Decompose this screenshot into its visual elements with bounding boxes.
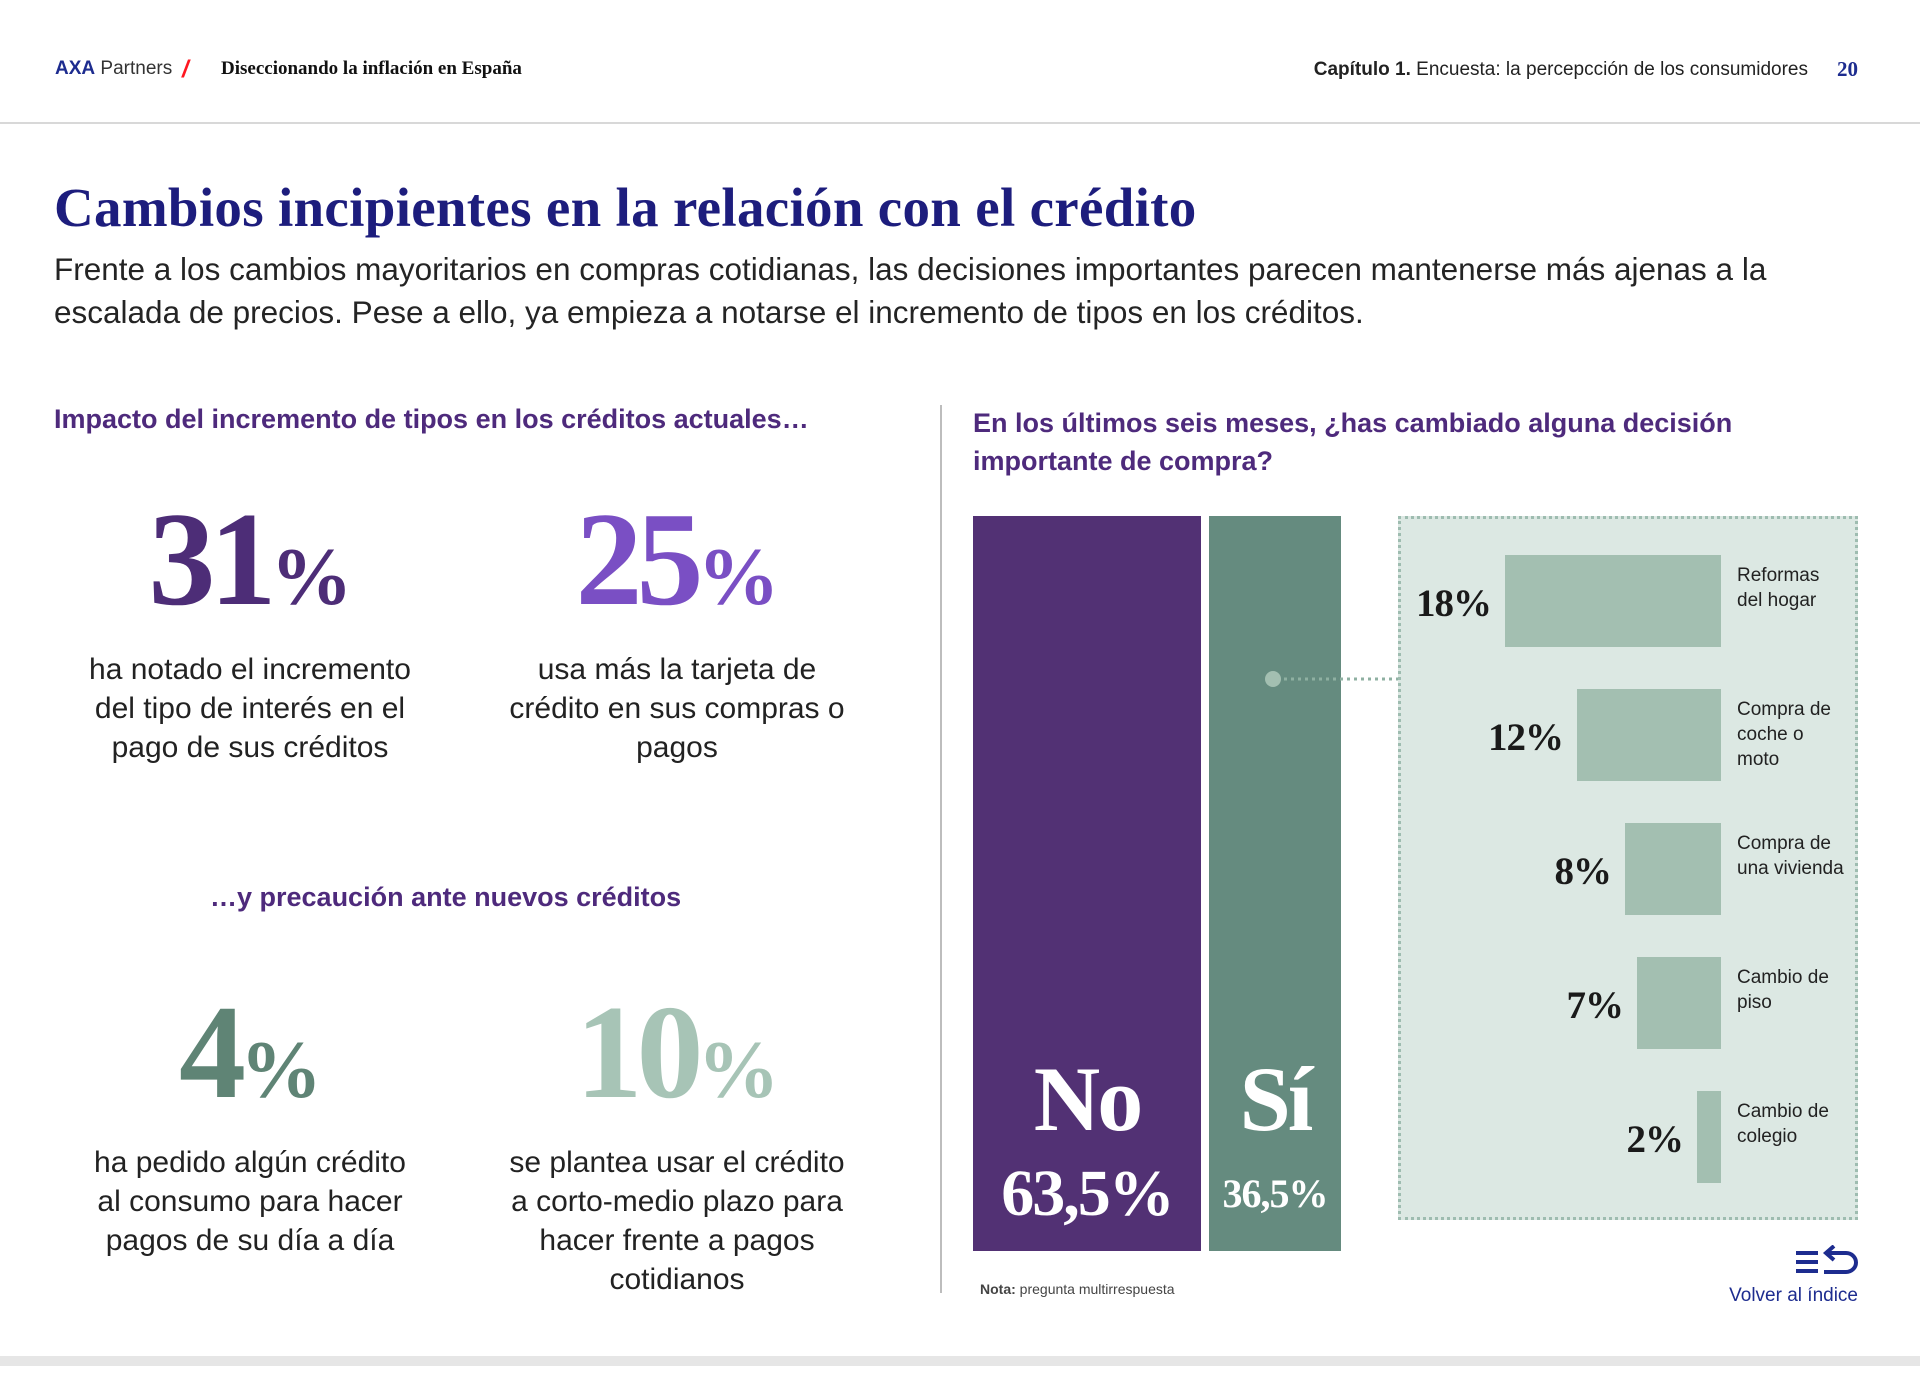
page-subtitle: Frente a los cambios mayoritarios en com…: [54, 251, 1767, 330]
stat-number: 10%: [575, 978, 780, 1126]
bar-no: No 63,5%: [973, 516, 1201, 1251]
chart-value-label: 7%: [1566, 984, 1624, 1027]
chart-value-label: 2%: [1626, 1118, 1684, 1161]
stat-description: ha notado el incremento del tipo de inte…: [89, 653, 411, 764]
chart-bar: [1505, 555, 1721, 647]
note-label: Nota:: [980, 1281, 1016, 1297]
bar-si-label: Sí: [1239, 1048, 1314, 1150]
note-text: pregunta multirrespuesta: [1019, 1281, 1175, 1297]
chart-note: Nota: pregunta multirrespuesta: [980, 1281, 1175, 1297]
left-section-heading: Impacto del incremento de tipos en los c…: [54, 404, 809, 434]
stat-block: 10% se plantea usar el crédito a corto-m…: [507, 985, 847, 1299]
left-section-heading-2: …y precaución ante nuevos créditos: [210, 882, 682, 912]
stat-description: ha pedido algún crédito al consumo para …: [94, 1146, 406, 1257]
chart-category-label: Cambio de piso: [1737, 967, 1829, 1013]
stat-number: 31%: [148, 485, 353, 633]
connector-line: [1265, 671, 1404, 687]
back-to-index-icon[interactable]: [1794, 1245, 1858, 1279]
chapter-label: Capítulo 1. Encuesta: la percepcción de …: [1314, 59, 1808, 81]
stat-block: 31% ha notado el incremento del tipo de …: [80, 492, 420, 767]
page-bottom-rule: [0, 1356, 1920, 1366]
bar-no-value: 63,5%: [1001, 1157, 1175, 1230]
bar-si-value: 36,5%: [1222, 1171, 1329, 1216]
chart-row: 8% Compra de una vivienda: [1401, 823, 1855, 915]
chart-category-label: Compra de coche o moto: [1737, 699, 1831, 770]
purchase-decisions-chart: 18% Reformas del hogar 12% Compra de coche …: [1398, 516, 1858, 1220]
chart-category-label: Reformas del hogar: [1737, 565, 1820, 611]
chart-bar: [1637, 957, 1721, 1049]
stat-number: 25%: [575, 485, 780, 633]
bar-no-label: No: [1033, 1048, 1143, 1150]
brand-slash-icon: /: [182, 56, 189, 83]
chart-category-label: Compra de una vivienda: [1737, 833, 1844, 879]
chapter-title: Encuesta: la percepcción de los consumid…: [1416, 59, 1808, 80]
chart-value-label: 12%: [1488, 716, 1564, 759]
chart-row: 12% Compra de coche o moto: [1401, 689, 1855, 781]
stat-description: se plantea usar el crédito a corto-medio…: [509, 1146, 845, 1296]
stat-block: 4% ha pedido algún crédito al consumo pa…: [80, 985, 420, 1260]
chart-bar: [1697, 1091, 1721, 1183]
chart-row: 18% Reformas del hogar: [1401, 555, 1855, 647]
chapter-number: Capítulo 1.: [1313, 59, 1411, 80]
back-to-index-label[interactable]: Volver al índice: [1729, 1285, 1858, 1306]
brand-logo[interactable]: AXA Partners: [55, 58, 172, 80]
stat-block: 25% usa más la tarjeta de crédito en sus…: [507, 492, 847, 767]
brand-light: Partners: [100, 58, 173, 79]
right-section-heading: En los últimos seis meses, ¿has cambiado…: [973, 408, 1733, 476]
chart-row: 2% Cambio de colegio: [1401, 1091, 1855, 1183]
chart-row: 7% Cambio de piso: [1401, 957, 1855, 1049]
page-number: 20: [1837, 57, 1858, 81]
stat-number: 4%: [179, 978, 322, 1126]
bar-si: Sí 36,5%: [1209, 516, 1341, 1251]
page-header: AXA Partners / Diseccionando la inflació…: [0, 0, 1920, 124]
chart-value-label: 8%: [1554, 850, 1612, 893]
chart-category-label: Cambio de colegio: [1737, 1101, 1829, 1147]
section-divider: [940, 405, 942, 1293]
chart-bar: [1625, 823, 1721, 915]
chart-value-label: 18%: [1416, 582, 1492, 625]
chart-bar: [1577, 689, 1721, 781]
stat-description: usa más la tarjeta de crédito en sus com…: [509, 653, 845, 764]
page-title: Cambios incipientes en la relación con e…: [54, 177, 1197, 238]
document-title: Diseccionando la inflación en España: [221, 58, 522, 79]
brand-bold: AXA: [55, 58, 96, 79]
